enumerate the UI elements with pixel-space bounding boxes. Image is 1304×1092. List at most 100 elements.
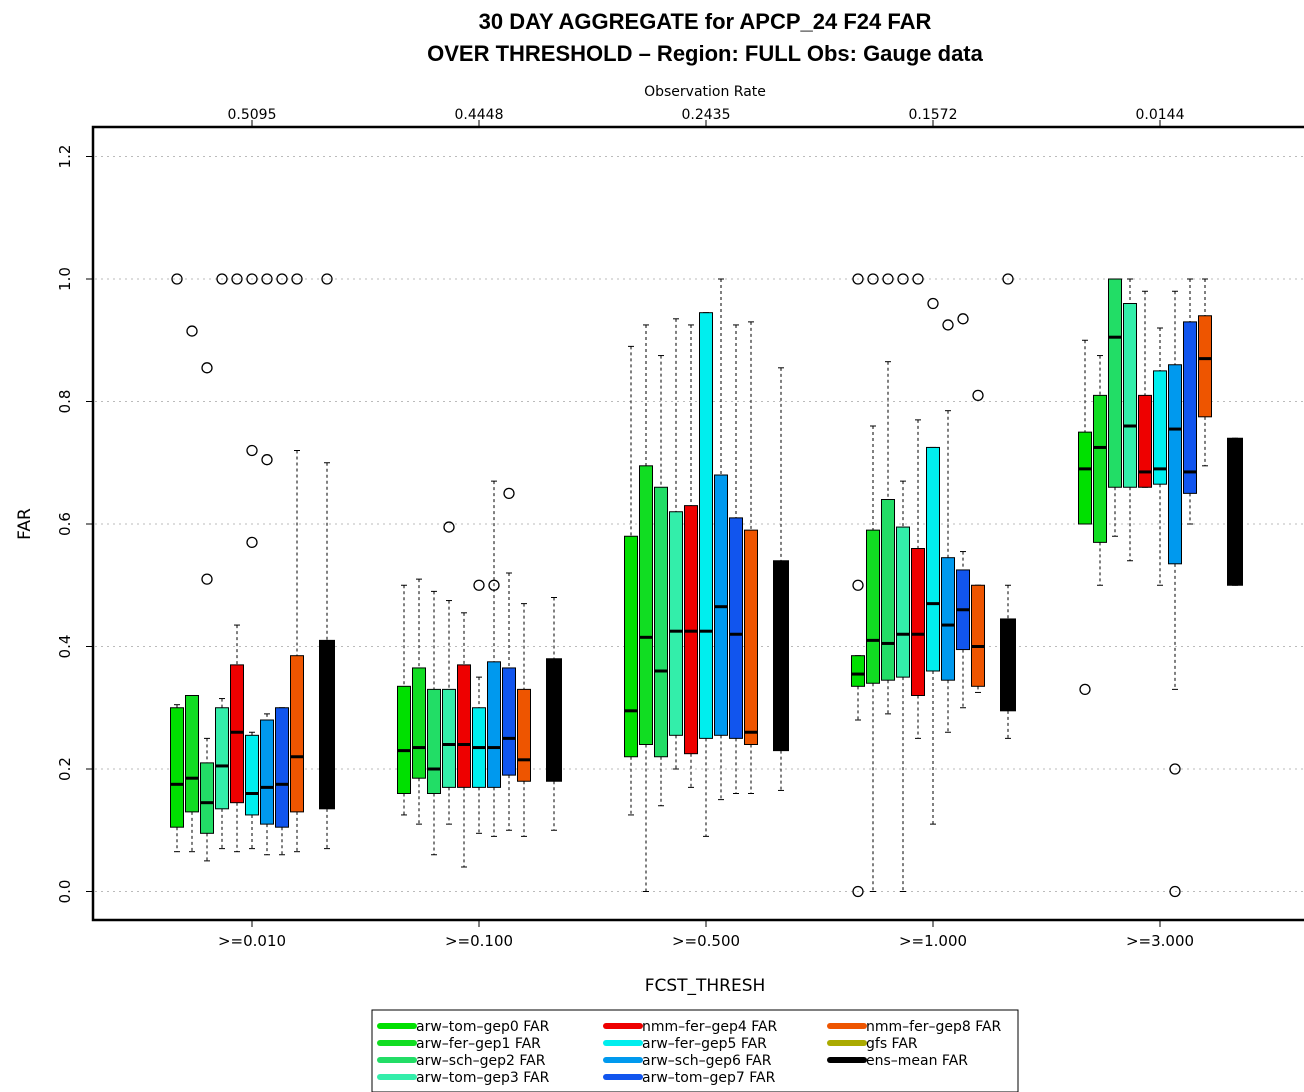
- box-10-3: [1000, 273, 1016, 739]
- outlier-7-3-0: [957, 313, 969, 325]
- legend-item-10: ens–mean FAR: [827, 1053, 968, 1069]
- box-3-2: [669, 318, 683, 770]
- box-5-0: [245, 273, 259, 850]
- outlier-5-3-0: [927, 297, 939, 310]
- box-4-1: [457, 612, 471, 868]
- y-tick-label-3: 0.6: [56, 512, 74, 536]
- legend-label-8: nmm–fer–gep8 FAR: [866, 1019, 1002, 1035]
- box-6-3: [941, 319, 955, 733]
- box-iqr-6-3: [941, 557, 955, 681]
- box-iqr-3-1: [442, 688, 456, 788]
- legend-label-2: arw–sch–gep2 FAR: [416, 1053, 546, 1069]
- box-7-1: [502, 487, 516, 831]
- box-iqr-4-4: [1138, 394, 1152, 488]
- outlier-5-0-0: [246, 536, 258, 549]
- box-iqr-1-2: [639, 465, 653, 745]
- outlier-0-4-0: [1079, 683, 1091, 696]
- box-iqr-1-4: [1093, 394, 1107, 543]
- outlier-1-0-0: [186, 325, 198, 337]
- box-iqr-3-0: [215, 707, 229, 810]
- legend-label-5: arw–fer–gep5 FAR: [642, 1036, 767, 1052]
- box-iqr-3-2: [669, 511, 683, 736]
- outlier-6-4-1: [1169, 763, 1181, 775]
- outlier-4-3-0: [912, 273, 924, 285]
- box-10-0: [319, 273, 335, 850]
- box-8-3: [971, 389, 985, 693]
- box-iqr-8-0: [290, 655, 304, 813]
- outlier-7-1-0: [503, 487, 515, 500]
- box-10-4: [1227, 437, 1243, 586]
- outlier-3-3-0: [897, 273, 909, 285]
- outlier-2-0-1: [201, 362, 213, 374]
- observation-rate-0: 0.5095: [228, 107, 277, 123]
- outlier-10-0-0: [321, 273, 333, 285]
- box-iqr-6-2: [714, 474, 728, 736]
- box-5-2: [699, 312, 713, 837]
- box-4-3: [911, 273, 925, 739]
- box-iqr-4-0: [230, 664, 244, 804]
- box-5-1: [472, 579, 486, 834]
- outlier-7-0-0: [276, 273, 288, 285]
- box-iqr-7-0: [275, 707, 289, 828]
- outlier-2-0-0: [201, 573, 213, 585]
- box-iqr-8-1: [517, 688, 531, 782]
- box-7-4: [1183, 278, 1197, 525]
- outlier-6-1-0: [488, 579, 500, 591]
- outlier-6-3-0: [942, 319, 954, 331]
- box-10-2: [773, 367, 789, 791]
- legend-item-0: arw–tom–gep0 FAR: [377, 1019, 550, 1035]
- legend-box: [371, 1009, 1019, 1092]
- box-iqr-0-0: [170, 707, 184, 828]
- box-iqr-8-4: [1198, 315, 1212, 418]
- x-axis-label: FCST_THRESH: [645, 976, 766, 996]
- legend-item-4: nmm–fer–gep4 FAR: [603, 1019, 778, 1035]
- outlier-2-3-0: [882, 273, 894, 285]
- box-iqr-6-4: [1168, 364, 1182, 565]
- box-7-2: [729, 324, 743, 794]
- legend-item-7: arw–tom–gep7 FAR: [603, 1070, 776, 1086]
- box-8-4: [1198, 278, 1212, 467]
- box-0-3: [851, 273, 865, 898]
- outlier-5-0-1: [246, 444, 258, 457]
- box-iqr-4-3: [911, 548, 925, 696]
- y-tick-label-0: 0.0: [56, 880, 74, 904]
- box-4-2: [684, 324, 698, 788]
- box-1-2: [639, 324, 653, 892]
- box-1-3: [866, 273, 880, 892]
- box-1-1: [412, 578, 426, 825]
- y-axis-label: FAR: [15, 508, 35, 540]
- legend-label-10: ens–mean FAR: [866, 1053, 968, 1069]
- box-1-4: [1093, 355, 1107, 586]
- chart-title-line2: OVER THRESHOLD – Region: FULL Obs: Gauge…: [427, 41, 984, 66]
- legend-label-4: nmm–fer–gep4 FAR: [642, 1019, 778, 1035]
- box-6-1: [487, 480, 501, 837]
- box-iqr-0-1: [397, 685, 411, 794]
- box-iqr-5-0: [245, 734, 259, 816]
- box-iqr-7-4: [1183, 321, 1197, 494]
- outlier-8-0-0: [291, 273, 303, 285]
- legend-item-2: arw–sch–gep2 FAR: [377, 1053, 546, 1069]
- outlier-3-1-0: [443, 521, 455, 533]
- legend-item-8: nmm–fer–gep8 FAR: [827, 1019, 1002, 1035]
- box-iqr-10-2: [773, 560, 789, 752]
- outlier-8-3-0: [972, 389, 984, 402]
- box-iqr-7-1: [502, 667, 516, 776]
- box-6-2: [714, 278, 728, 801]
- box-iqr-6-1: [487, 661, 501, 788]
- outlier-4-0-0: [231, 273, 243, 285]
- legend-label-6: arw–sch–gep6 FAR: [642, 1053, 772, 1069]
- observation-rate-1: 0.4448: [455, 107, 504, 123]
- box-iqr-2-4: [1108, 278, 1122, 488]
- box-2-0: [200, 362, 214, 862]
- box-iqr-2-1: [427, 688, 441, 794]
- outlier-6-4-0: [1169, 885, 1181, 898]
- box-iqr-0-3: [851, 655, 865, 687]
- y-tick-label-1: 0.2: [56, 757, 74, 781]
- outlier-6-0-0: [261, 454, 273, 466]
- chart-title-line1: 30 DAY AGGREGATE for APCP_24 F24 FAR: [479, 9, 932, 34]
- top-axis-label: Observation Rate: [644, 84, 766, 100]
- box-3-0: [215, 273, 229, 850]
- box-0-0: [170, 273, 184, 853]
- box-iqr-0-4: [1078, 431, 1092, 525]
